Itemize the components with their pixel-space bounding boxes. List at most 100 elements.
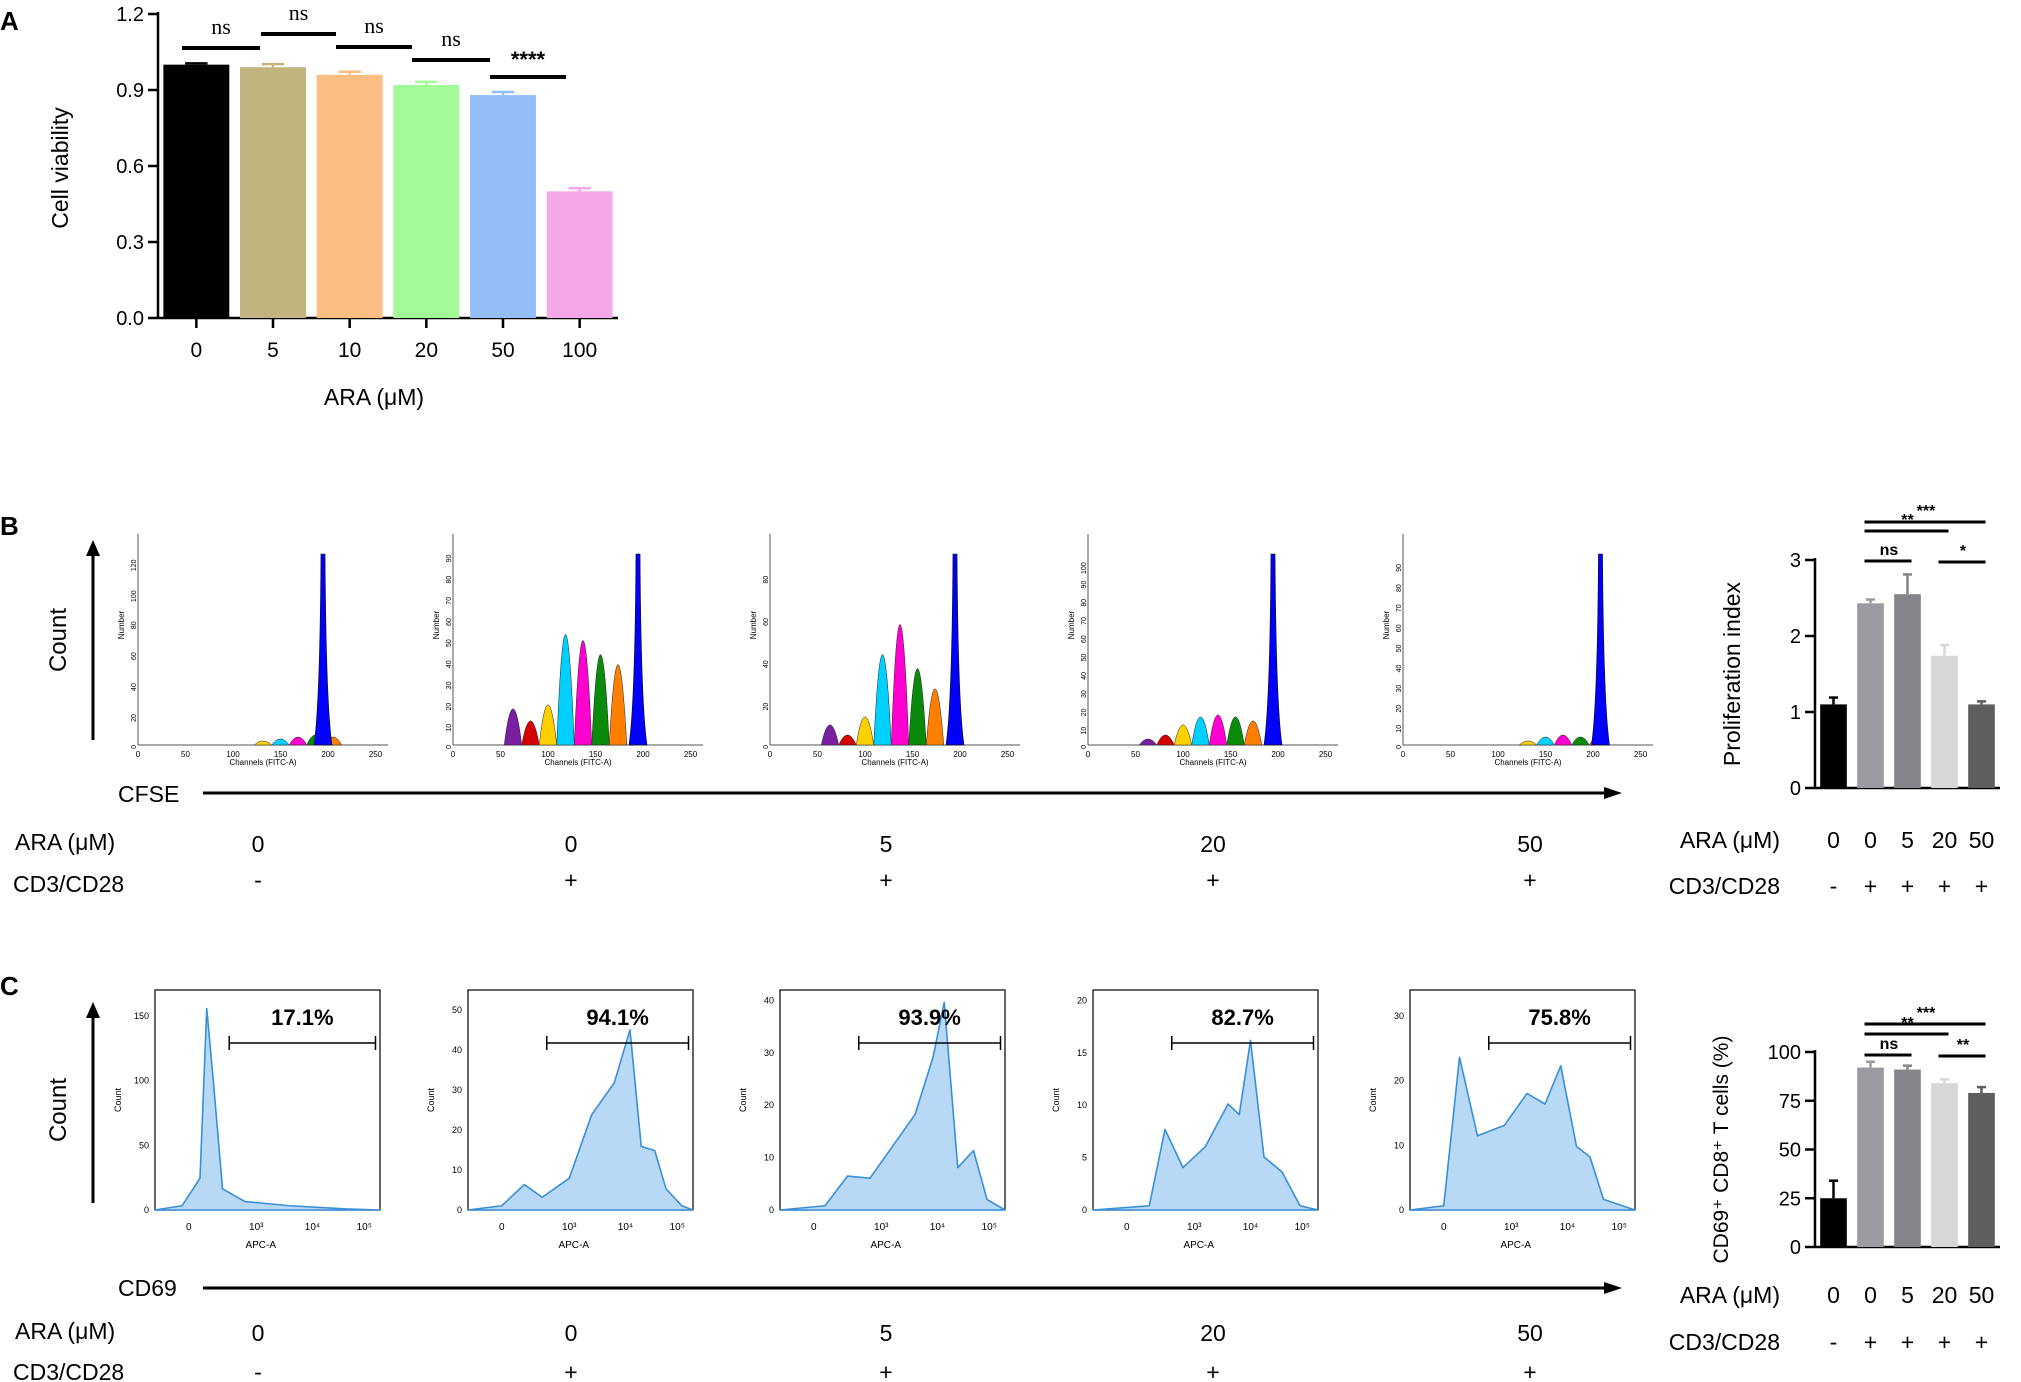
sub-y-tick-label: 10 — [1081, 727, 1088, 735]
cd3-value: - — [254, 1359, 262, 1382]
ara-value: 5 — [880, 831, 893, 857]
generation-peak — [253, 740, 273, 746]
sub-y-tick-label: 10 — [1077, 1100, 1087, 1110]
y-tick-label: 50 — [1779, 1140, 1801, 1162]
sub-x-title: APC-A — [558, 1240, 589, 1251]
sub-x-tick-label: 0 — [499, 1222, 505, 1233]
significance-label: ns — [441, 26, 461, 51]
row-label-cd3: CD3/CD28 — [13, 871, 124, 897]
sub-x-tick-label: 0 — [768, 750, 773, 759]
y-tick-label: 75 — [1779, 1091, 1801, 1113]
count-axis-title: Count — [45, 1078, 72, 1142]
sub-y-tick-label: 150 — [134, 1011, 149, 1021]
sub-y-tick-label: 30 — [452, 1085, 462, 1095]
sub-y-tick-label: 10 — [764, 1153, 774, 1163]
sub-y-tick-label: 20 — [446, 703, 453, 711]
bar — [1894, 1069, 1921, 1247]
generation-peak — [1156, 734, 1175, 746]
sub-y-title: Count — [738, 1088, 748, 1113]
x-tick-label: 50 — [491, 339, 514, 362]
sub-y-tick-label: 40 — [1081, 672, 1088, 680]
sub-x-tick-label: 10⁵ — [357, 1222, 372, 1233]
sub-y-tick-label: 20 — [1077, 995, 1087, 1005]
gate-percent: 17.1% — [271, 1005, 333, 1030]
sub-x-tick-label: 0 — [186, 1222, 192, 1233]
sub-y-tick-label: 90 — [446, 554, 453, 562]
sub-y-tick-label: 20 — [452, 1125, 462, 1135]
cd3-value: + — [1523, 867, 1536, 893]
cfse-histogram: Number 0 20 40 60 80 100 120 0 50 100 150 200 250 Chan… — [117, 534, 388, 767]
sub-x-title: Channels (FITC-A) — [1179, 758, 1246, 767]
sub-y-tick-label: 50 — [139, 1140, 149, 1150]
y-axis-title: CD69⁺ CD8⁺ T cells (%) — [1710, 1036, 1733, 1264]
y-tick-label: 0.9 — [116, 80, 144, 102]
sub-x-tick-label: 10³ — [249, 1222, 264, 1233]
sub-x-tick-label: 50 — [1446, 750, 1455, 759]
sub-y-tick-label: 20 — [763, 703, 770, 711]
row-label-ara: ARA (μM) — [1680, 1282, 1780, 1308]
sub-y-title: Count — [113, 1088, 123, 1113]
generation-peak — [1191, 716, 1210, 746]
expression-histogram — [1409, 1056, 1636, 1211]
generation-peak — [1243, 720, 1263, 746]
sub-x-tick-label: 10³ — [874, 1222, 889, 1233]
sub-y-title: Number — [1382, 610, 1391, 639]
count-arrow-head — [86, 540, 100, 556]
sub-y-tick-label: 10 — [446, 724, 453, 732]
generation-peak — [1571, 736, 1590, 746]
generation-peak — [521, 720, 540, 746]
sub-x-tick-label: 150 — [906, 750, 920, 759]
generation-peak — [556, 634, 575, 746]
count-arrow-head — [86, 1002, 100, 1018]
gate-percent: 75.8% — [1528, 1005, 1590, 1030]
significance-label: ns — [289, 0, 309, 25]
generation-peak — [873, 654, 892, 746]
panel-b-proliferation-bar-chart: 0 1 2 3 Proliferation index ARA (μM) CD3/CD28 0… — [1669, 503, 2000, 899]
sub-x-tick-label: 150 — [1224, 750, 1238, 759]
sub-y-tick-label: 30 — [446, 681, 453, 689]
cfse-arrow-head — [1604, 787, 1622, 799]
sub-y-tick-label: 40 — [764, 995, 774, 1005]
sub-x-tick-label: 10⁵ — [1612, 1222, 1627, 1233]
cd69-arrow-head — [1604, 1282, 1622, 1294]
sub-x-tick-label: 10⁴ — [1560, 1222, 1575, 1233]
sub-x-tick-label: 50 — [813, 750, 822, 759]
generation-peak — [1138, 738, 1158, 746]
generation-peak — [538, 704, 558, 746]
sub-x-tick-label: 50 — [496, 750, 505, 759]
sub-x-tick-label: 0 — [1124, 1222, 1130, 1233]
expression-histogram — [467, 1029, 694, 1211]
sub-x-title: Channels (FITC-A) — [1494, 758, 1561, 767]
cd3-value: + — [1864, 873, 1877, 899]
count-axis-title: Count — [45, 608, 72, 672]
sub-y-tick-label: 20 — [1081, 708, 1088, 716]
sub-y-tick-label: 90 — [1081, 580, 1088, 588]
sub-x-tick-label: 100 — [1176, 750, 1190, 759]
sub-x-tick-label: 200 — [953, 750, 967, 759]
sub-y-tick-label: 20 — [1396, 705, 1403, 713]
sub-frame — [154, 989, 381, 1211]
sub-x-tick-label: 10⁴ — [930, 1222, 945, 1233]
sub-y-tick-label: 100 — [1081, 562, 1088, 574]
cfse-histogram: Number 0 10 20 30 40 50 60 70 80 90 0 50 100 150 200 250… — [1382, 534, 1653, 767]
parent-peak — [313, 553, 333, 746]
sub-y-tick-label: 60 — [131, 652, 138, 660]
gate-percent: 93.9% — [898, 1005, 960, 1030]
sub-y-tick-label: 100 — [131, 590, 138, 602]
bar — [393, 84, 460, 318]
cd3-value: + — [1206, 867, 1219, 893]
sub-x-tick-label: 10⁴ — [1243, 1222, 1258, 1233]
significance-label: *** — [1917, 1005, 1936, 1022]
sub-y-tick-label: 0 — [144, 1205, 149, 1215]
ara-value: 0 — [252, 831, 265, 857]
bar — [316, 74, 383, 318]
sub-x-title: APC-A — [1500, 1240, 1531, 1251]
sub-y-tick-label: 100 — [134, 1076, 149, 1086]
cd69-histogram: Count 0 10 20 30 40 0 10³ 10⁴ 10⁵ APC-A 93.9% — [738, 989, 1006, 1251]
sub-x-tick-label: 10⁵ — [982, 1222, 997, 1233]
significance-label: ns — [211, 14, 231, 39]
sub-y-tick-label: 10 — [1394, 1140, 1404, 1150]
sub-y-tick-label: 30 — [1396, 685, 1403, 693]
